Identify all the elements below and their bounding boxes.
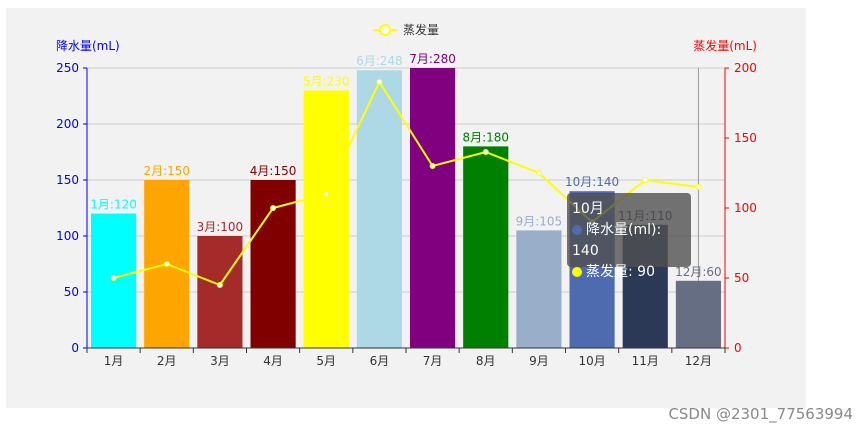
x-tick-label: 5月 [316, 354, 336, 368]
bar-3月 [197, 236, 243, 348]
x-tick-label: 4月 [263, 354, 283, 368]
line-point-8月 [482, 149, 489, 155]
y-left-axis-label: 降水量(mL) [56, 39, 120, 53]
x-tick-label: 2月 [157, 354, 177, 368]
tooltip-rain-value: 降水量(ml): 140 [572, 222, 662, 259]
y-left-tick-label: 50 [64, 285, 79, 299]
bar-label: 4月:150 [250, 164, 297, 178]
bar-label: 3月:100 [197, 220, 244, 234]
bar-5月 [303, 90, 349, 349]
line-point-5月 [323, 191, 330, 197]
line-point-11月 [642, 177, 649, 183]
y-right-tick-label: 150 [734, 131, 757, 145]
line-point-12月 [695, 184, 702, 190]
tooltip-row-evap: 蒸发量: 90 [572, 262, 686, 283]
tooltip-row-rain: 降水量(ml): 140 [572, 220, 686, 262]
line-point-7月 [429, 163, 436, 169]
y-left-tick-label: 200 [56, 117, 79, 131]
x-tick-label: 7月 [423, 354, 443, 368]
line-point-4月 [270, 205, 277, 211]
x-tick-label: 11月 [632, 354, 659, 368]
x-tick-label: 8月 [476, 354, 496, 368]
bar-9月 [516, 230, 562, 348]
x-tick-label: 10月 [578, 354, 605, 368]
bar-8月 [463, 146, 509, 348]
y-right-tick-label: 100 [734, 201, 757, 215]
bar-12月 [675, 280, 721, 348]
legend-item-evaporation[interactable]: 蒸发量 [403, 22, 439, 37]
bar-label: 5月:230 [303, 74, 350, 88]
y-left-tick-label: 150 [56, 173, 79, 187]
series-dot-icon [572, 267, 582, 277]
legend-circle-icon [379, 24, 391, 36]
line-point-9月 [535, 170, 542, 176]
bar-label: 8月:180 [462, 130, 509, 144]
tooltip-title: 10月 [572, 201, 604, 217]
bar-label: 12月:60 [675, 265, 722, 279]
line-point-6月 [376, 79, 383, 85]
bar-label: 9月:105 [516, 214, 563, 228]
x-tick-label: 9月 [529, 354, 549, 368]
y-right-tick-label: 50 [734, 271, 749, 285]
series-dot-icon [572, 225, 582, 235]
x-tick-label: 12月 [685, 354, 712, 368]
watermark: CSDN @2301_77563994 [668, 405, 853, 423]
bar-label: 6月:248 [356, 54, 403, 68]
y-left-tick-label: 250 [56, 61, 79, 75]
bar-label: 10月:140 [565, 175, 619, 189]
y-left-tick-label: 0 [71, 341, 79, 355]
line-point-1月 [110, 275, 117, 281]
bar-label: 2月:150 [143, 164, 190, 178]
line-point-2月 [163, 261, 170, 267]
bar-7月 [410, 68, 456, 348]
tooltip-evap-value: 蒸发量: 90 [586, 264, 655, 280]
y-right-axis-label: 蒸发量(mL) [693, 38, 757, 53]
bar-6月 [356, 70, 402, 349]
bar-label: 1月:120 [90, 198, 137, 212]
x-tick-label: 3月 [210, 354, 230, 368]
y-right-tick-label: 0 [734, 341, 742, 355]
x-tick-label: 6月 [370, 354, 390, 368]
bar-label: 7月:280 [409, 52, 456, 66]
line-point-3月 [216, 282, 223, 288]
x-tick-label: 1月 [104, 354, 124, 368]
y-right-tick-label: 200 [734, 61, 757, 75]
y-left-tick-label: 100 [56, 229, 79, 243]
tooltip: 10月 降水量(ml): 140 蒸发量: 90 [567, 193, 691, 280]
